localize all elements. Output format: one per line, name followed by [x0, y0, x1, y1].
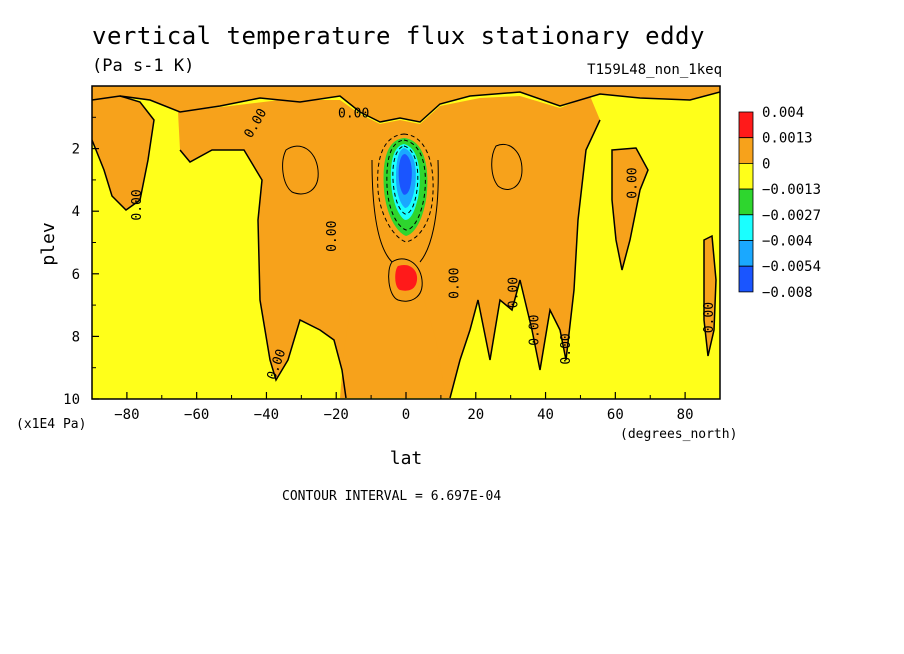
colorbar-swatch — [738, 214, 754, 241]
colorbar-swatch — [738, 111, 754, 139]
x-tick-label: −60 — [184, 407, 209, 423]
contour-label: 0.00 — [338, 107, 369, 122]
y-tick-label: 8 — [72, 329, 80, 345]
contour-label: 0.00 — [130, 189, 145, 220]
y-tick-label: 4 — [72, 204, 80, 220]
x-tick-label: −40 — [254, 407, 279, 423]
colorbar-level-label: 0.0013 — [762, 131, 813, 147]
contour-interval: CONTOUR INTERVAL = 6.697E-04 — [282, 489, 502, 504]
contour-line-far-right — [703, 234, 717, 357]
colorbar-level-label: −0.0027 — [762, 208, 821, 224]
y-axis-units: (x1E4 Pa) — [16, 417, 86, 432]
contour-line-equator-outer — [371, 159, 439, 263]
colorbar-swatch — [738, 137, 754, 164]
fill-orange-left-column — [92, 96, 154, 210]
chart-title: vertical temperature flux stationary edd… — [92, 22, 705, 50]
contour-label: 0.00 — [702, 302, 717, 333]
x-tick-label: 60 — [607, 407, 624, 423]
chart-units: (Pa s-1 K) — [92, 56, 195, 76]
contour-line-central-right — [449, 119, 601, 399]
contour-line-left-column — [92, 95, 155, 211]
y-axis: 2 4 6 8 10 — [63, 116, 99, 408]
y-tick-label: 2 — [72, 142, 80, 158]
x-tick-label: 80 — [677, 407, 694, 423]
contour-fill — [92, 86, 720, 399]
x-axis-units: (degrees_north) — [620, 427, 737, 442]
colorbar-swatch — [738, 162, 754, 190]
fill-orange-far-right — [704, 236, 716, 356]
contour-line-inner-left — [282, 145, 319, 195]
colorbar-level-label: 0.004 — [762, 105, 804, 121]
colorbar-level-label: −0.0054 — [762, 259, 821, 275]
run-label: T159L48_non_1keq — [587, 62, 722, 78]
x-tick-label: −20 — [324, 407, 349, 423]
contour-line-right-column — [611, 147, 649, 271]
contour-label: 0.00 — [559, 333, 574, 364]
contour-line-negative-3 — [392, 145, 419, 215]
contour-lines — [92, 91, 720, 399]
colorbar-level-label: −0.004 — [762, 234, 813, 250]
fill-orange-right-column — [612, 148, 648, 270]
contour-label: 0.00 — [447, 268, 462, 299]
x-tick-label: 40 — [537, 407, 554, 423]
x-axis: −80 −60 −40 −20 0 20 40 60 80 — [91, 392, 721, 423]
contour-line-negative-1 — [377, 133, 434, 243]
contour-line-inner-right — [491, 144, 523, 190]
x-axis-label: lat — [390, 448, 423, 469]
fill-negative-blue — [398, 154, 412, 195]
y-tick-label: 6 — [72, 267, 80, 283]
colorbar-level-label: 0 — [762, 156, 770, 172]
colorbar-level-label: −0.0013 — [762, 182, 821, 198]
x-tick-label: −80 — [114, 407, 139, 423]
fill-orange-central-region — [178, 96, 600, 398]
fill-orange-top-band — [92, 86, 720, 122]
colorbar-level-label: −0.008 — [762, 285, 813, 301]
y-tick-label: 10 — [63, 392, 80, 408]
contour-line-red-ring — [388, 258, 423, 302]
fill-positive-red — [395, 264, 418, 291]
x-tick-label: 0 — [402, 407, 410, 423]
colorbar-swatch — [738, 188, 754, 216]
contour-line-top — [92, 91, 720, 123]
colorbar: 0.004 0.0013 0 −0.0013 −0.0027 −0.004 −0.0054 −… — [738, 105, 821, 301]
colorbar-swatch — [738, 240, 754, 267]
colorbar-swatch — [738, 265, 754, 293]
contour-label: 0.00 — [325, 221, 340, 252]
contour-line-negative-2 — [386, 139, 426, 231]
y-axis-label: plev — [38, 222, 59, 265]
contour-line-central — [179, 149, 347, 399]
contour-label: 0.00 — [625, 167, 640, 198]
fill-orange-lower-tongue — [340, 290, 446, 398]
contour-label: 0.00 — [528, 314, 543, 345]
contour-label: 0.00 — [507, 277, 522, 308]
x-tick-label: 20 — [467, 407, 484, 423]
